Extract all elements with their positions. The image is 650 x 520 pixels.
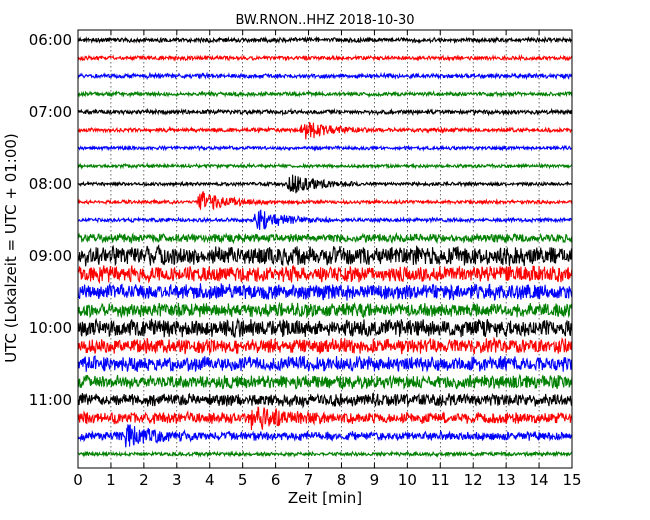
y-tick-label: 10:00 — [29, 319, 72, 337]
chart-title: BW.RNON..HHZ 2018-10-30 — [235, 13, 414, 28]
trace-07:45 — [77, 161, 573, 170]
trace-10:45 — [77, 373, 573, 390]
trace-06:30 — [77, 71, 573, 81]
trace-09:45 — [77, 301, 573, 319]
traces — [77, 35, 573, 458]
x-tick-label: 3 — [172, 471, 182, 489]
x-tick-label: 8 — [337, 471, 347, 489]
trace-09:30 — [77, 282, 573, 301]
y-tick-label: 11:00 — [29, 391, 72, 409]
y-axis-label: UTC (Lokalzeit = UTC + 01:00) — [2, 133, 20, 363]
trace-10:00 — [77, 317, 573, 338]
x-tick-label: 15 — [562, 471, 581, 489]
y-tick-label: 08:00 — [29, 175, 72, 193]
trace-06:45 — [77, 90, 573, 99]
x-tick-label: 13 — [497, 471, 516, 489]
trace-08:00 — [77, 174, 573, 194]
x-tick-label: 11 — [431, 471, 450, 489]
x-tick-label: 5 — [238, 471, 248, 489]
trace-07:15 — [77, 121, 573, 140]
trace-08:45 — [77, 231, 573, 245]
trace-08:30 — [77, 209, 573, 231]
y-tick-label: 06:00 — [29, 31, 72, 49]
trace-09:00 — [77, 244, 573, 267]
x-tick-label: 7 — [304, 471, 314, 489]
trace-08:15 — [77, 191, 573, 211]
x-axis-ticks: 0 1 2 3 4 5 6 7 8 9 10 11 12 13 14 15 — [73, 30, 582, 489]
x-tick-label: 0 — [73, 471, 83, 489]
trace-06:15 — [77, 54, 573, 62]
trace-09:15 — [77, 264, 573, 285]
x-tick-label: 10 — [398, 471, 417, 489]
y-tick-label: 07:00 — [29, 103, 72, 121]
x-tick-label: 6 — [271, 471, 281, 489]
y-tick-label: 09:00 — [29, 247, 72, 265]
trace-11:15 — [77, 406, 573, 431]
trace-11:00 — [77, 392, 573, 409]
trace-10:15 — [77, 336, 573, 355]
x-tick-label: 1 — [106, 471, 116, 489]
trace-11:30 — [77, 424, 573, 448]
trace-07:00 — [77, 107, 573, 117]
trace-06:00 — [77, 35, 573, 45]
y-axis-ticks: 06:00 07:00 08:00 09:00 10:00 11:00 — [29, 31, 572, 409]
x-tick-label: 12 — [464, 471, 483, 489]
x-tick-label: 4 — [205, 471, 215, 489]
x-tick-label: 9 — [370, 471, 380, 489]
x-axis-label: Zeit [min] — [288, 489, 362, 507]
trace-07:30 — [77, 144, 573, 152]
trace-10:30 — [77, 355, 573, 373]
x-tick-label: 2 — [139, 471, 149, 489]
trace-11:45 — [77, 449, 573, 458]
x-tick-label: 14 — [530, 471, 549, 489]
plot-frame — [77, 29, 573, 469]
